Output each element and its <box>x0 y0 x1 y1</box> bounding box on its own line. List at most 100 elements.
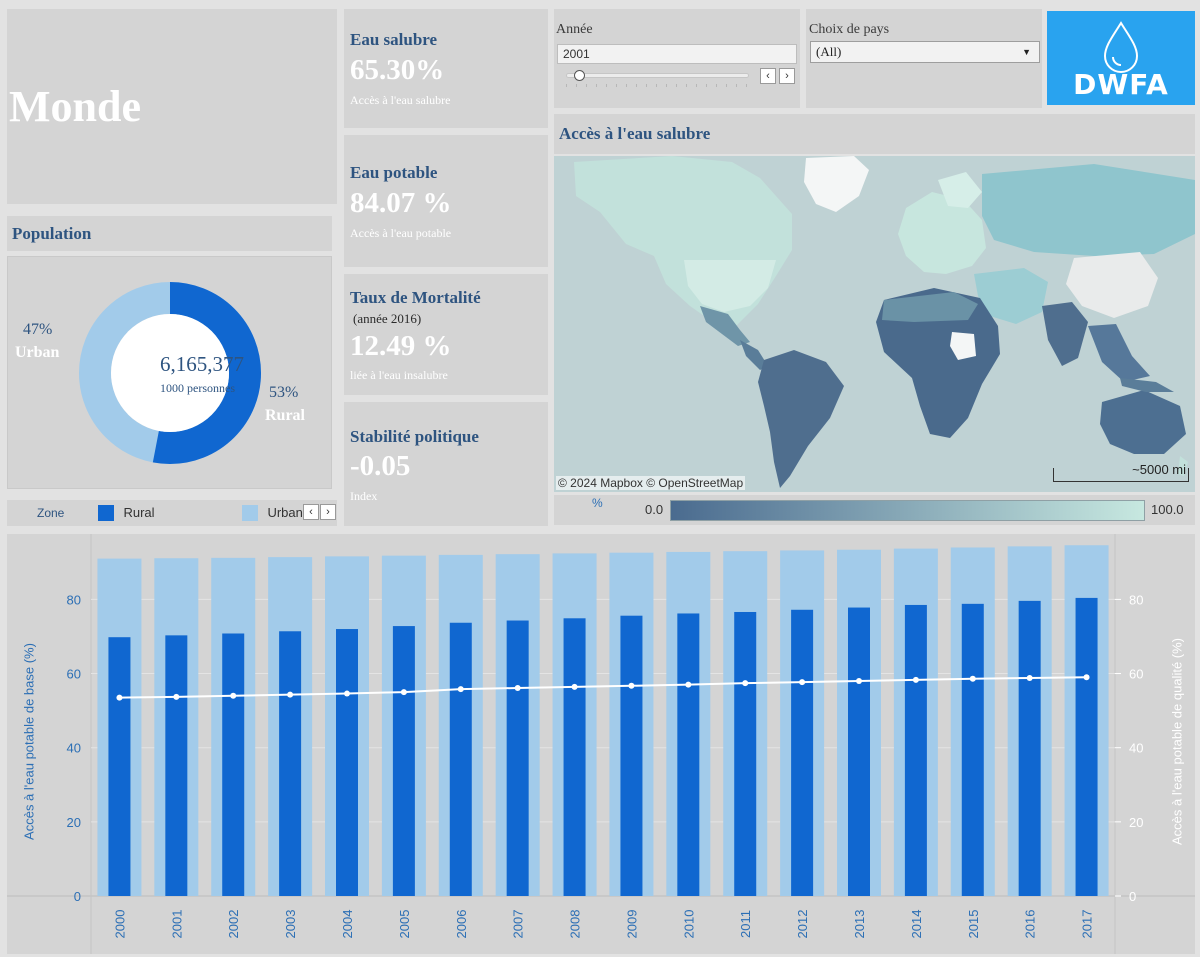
chart-x-tick-label: 2005 <box>397 910 412 939</box>
title-panel: Monde <box>7 9 337 204</box>
map-region-australia <box>1100 390 1186 454</box>
bar-rural-2001[interactable] <box>165 635 188 896</box>
chart-x-tick-label: 2010 <box>681 910 696 939</box>
kpi-title: Taux de Mortalité <box>350 288 481 307</box>
chart-x-tick-label: 2013 <box>852 910 867 939</box>
bar-rural-2013[interactable] <box>848 607 870 896</box>
chart-x-tick-label: 2014 <box>909 910 924 939</box>
population-header: Population <box>7 216 332 251</box>
quality-access-point-2013[interactable] <box>856 677 862 684</box>
quality-access-point-2011[interactable] <box>742 680 749 687</box>
zone-legend-title: Zone <box>37 506 65 520</box>
world-map[interactable]: © 2024 Mapbox © OpenStreetMap ~5000 mi <box>554 156 1195 492</box>
bar-rural-2007[interactable] <box>506 620 529 896</box>
legend-item-rural[interactable]: Rural <box>98 504 155 522</box>
population-total: 6,165,377 <box>160 352 244 376</box>
quality-access-point-2009[interactable] <box>628 682 635 689</box>
quality-access-point-2012[interactable] <box>799 679 806 686</box>
logo-text: DWFA <box>1073 68 1169 101</box>
quality-access-point-2005[interactable] <box>400 689 407 696</box>
quality-access-point-2003[interactable] <box>287 691 294 698</box>
kpi-eau-salubre: Eau salubre 65.30% Accès à l'eau salubre <box>344 9 548 128</box>
map-region-us <box>684 260 776 312</box>
kpi-value: 12.49 % <box>350 330 452 362</box>
legend-label-rural: Rural <box>123 505 155 521</box>
chart-x-tick-label: 2015 <box>966 910 981 939</box>
kpi-subtitle: Accès à l'eau salubre <box>350 93 451 107</box>
bar-rural-2002[interactable] <box>222 633 245 896</box>
kpi-eau-potable: Eau potable 84.07 % Accès à l'eau potabl… <box>344 135 548 267</box>
quality-access-point-2008[interactable] <box>571 683 578 690</box>
chart-x-tick-label: 2016 <box>1023 910 1038 939</box>
bar-rural-2015[interactable] <box>961 603 984 896</box>
bar-rural-2010[interactable] <box>677 613 700 896</box>
bar-rural-2005[interactable] <box>392 626 415 896</box>
water-access-chart: 0 0 20 20 40 40 60 60 80 80 2000 2001 2002 2003 2004 20… <box>7 534 1195 954</box>
bar-rural-2008[interactable] <box>563 618 586 896</box>
quality-access-point-2016[interactable] <box>1026 674 1033 681</box>
map-legend-unit: % <box>592 496 603 510</box>
map-region-greenland <box>804 156 869 212</box>
bar-rural-2012[interactable] <box>791 609 814 896</box>
map-attribution[interactable]: © 2024 Mapbox © OpenStreetMap <box>556 476 746 490</box>
bar-rural-2009[interactable] <box>620 615 643 896</box>
chart-x-tick-label: 2011 <box>738 910 753 938</box>
chart-x-tick-label: 2006 <box>454 910 469 939</box>
chart-y2-tick-label: 20 <box>1129 815 1143 830</box>
quality-access-point-2002[interactable] <box>230 692 237 699</box>
year-input[interactable]: 2001 <box>557 44 797 64</box>
kpi-value: 65.30% <box>350 54 445 86</box>
chart-x-tick-label: 2001 <box>169 910 184 939</box>
quality-access-point-2015[interactable] <box>969 675 976 682</box>
water-drop-icon <box>1103 21 1139 73</box>
bar-rural-2006[interactable] <box>449 622 472 896</box>
chart-y2-tick-label: 80 <box>1129 592 1143 607</box>
quality-access-point-2007[interactable] <box>514 684 521 691</box>
country-select[interactable]: (All) ▼ <box>810 41 1040 63</box>
year-filter-label: Année <box>556 22 593 37</box>
legend-swatch-urban <box>242 504 258 521</box>
bar-rural-2016[interactable] <box>1018 600 1041 896</box>
quality-access-point-2004[interactable] <box>344 690 350 697</box>
map-region-russia <box>982 164 1195 256</box>
chart-x-tick-label: 2000 <box>112 910 127 939</box>
chart-x-tick-label: 2004 <box>340 910 355 939</box>
map-region-north-america <box>574 156 792 334</box>
bar-rural-2004[interactable] <box>336 629 358 896</box>
year-prev-button[interactable]: ‹ <box>760 68 776 84</box>
year-slider-track[interactable] <box>566 73 749 78</box>
kpi-title: Eau potable <box>350 163 438 182</box>
legend-label-urban: Urban <box>267 505 303 521</box>
bar-rural-2014[interactable] <box>904 604 927 896</box>
legend-next-button[interactable]: › <box>320 504 336 520</box>
quality-access-point-2017[interactable] <box>1083 674 1090 681</box>
year-next-button[interactable]: › <box>779 68 795 84</box>
map-legend: % 0.0 100.0 <box>554 495 1195 525</box>
chart-y-tick-label: 20 <box>67 815 81 830</box>
bar-rural-2011[interactable] <box>734 611 757 896</box>
chart-x-tick-label: 2017 <box>1080 910 1095 939</box>
chart-y-tick-label: 80 <box>67 592 81 607</box>
year-slider-handle[interactable] <box>573 70 585 81</box>
donut-rural-slice[interactable] <box>79 282 261 464</box>
bar-rural-2000[interactable] <box>108 637 131 896</box>
chart-y-tick-label: 0 <box>74 889 81 904</box>
legend-prev-button[interactable]: ‹ <box>303 504 319 520</box>
quality-access-point-2010[interactable] <box>685 681 692 688</box>
kpi-title: Eau salubre <box>350 30 438 49</box>
map-header: Accès à l'eau salubre <box>554 114 1195 154</box>
map-region-europe <box>898 192 986 274</box>
quality-access-point-2014[interactable] <box>912 676 919 683</box>
chevron-down-icon: ▼ <box>1022 47 1031 57</box>
kpi-title: Stabilité politique <box>350 427 479 446</box>
quality-access-point-2001[interactable] <box>173 693 180 700</box>
bar-rural-2017[interactable] <box>1075 597 1098 896</box>
legend-item-urban[interactable]: Urban <box>242 504 307 522</box>
map-title: Accès à l'eau salubre <box>559 124 711 143</box>
quality-access-point-2000[interactable] <box>116 694 123 701</box>
bar-rural-2003[interactable] <box>279 631 302 896</box>
map-region-sudan <box>950 332 976 360</box>
zone-legend: Zone Rural Urban ‹ › <box>7 500 337 526</box>
quality-access-point-2006[interactable] <box>457 686 464 693</box>
map-region-southeast-asia <box>1088 324 1150 382</box>
